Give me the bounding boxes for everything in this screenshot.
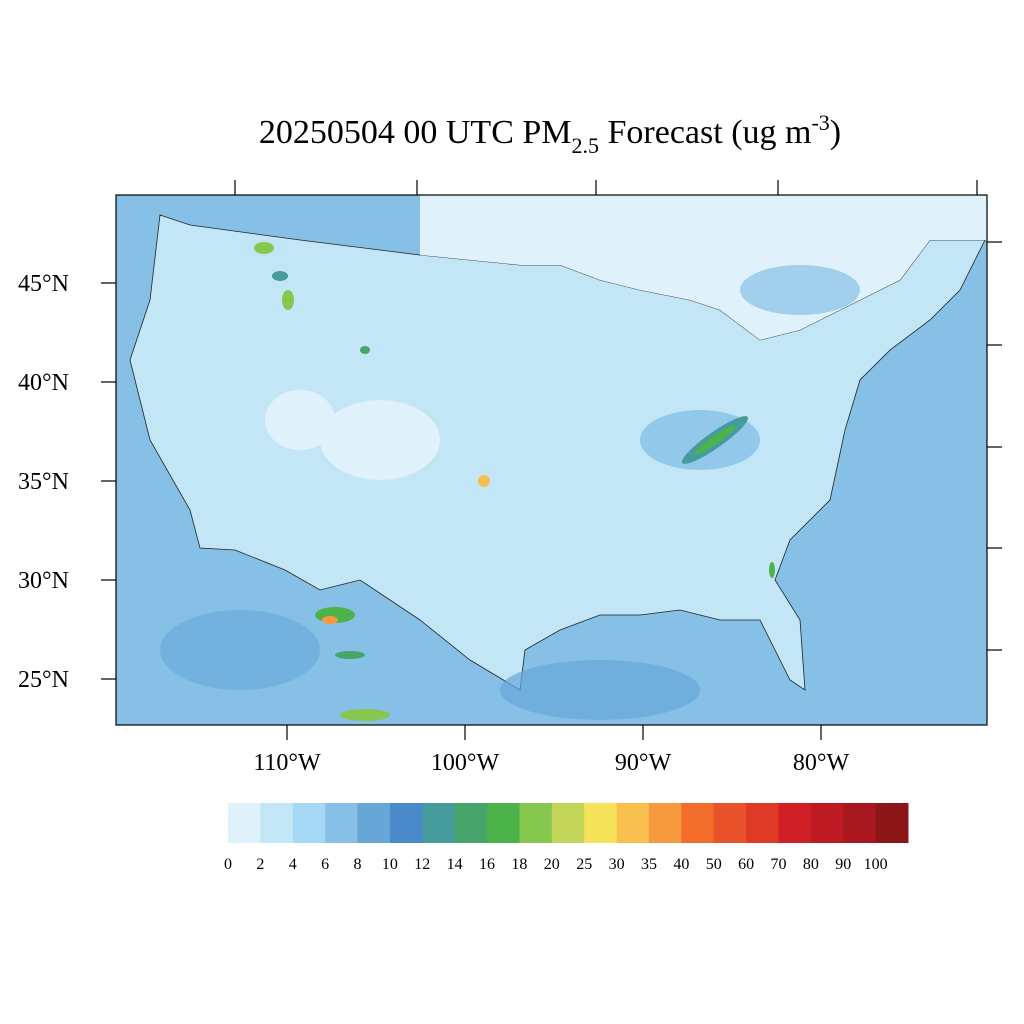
colorbar-box xyxy=(875,803,909,843)
lon-label: 110°W xyxy=(253,750,321,776)
colorbar-label: 100 xyxy=(864,856,888,873)
colorbar-label: 60 xyxy=(738,856,754,873)
lat-label: 40°N xyxy=(18,370,69,396)
colorbar-box xyxy=(487,803,520,843)
map-frame xyxy=(115,194,988,726)
title-mid: Forecast (ug m xyxy=(599,114,811,151)
colorbar-label: 30 xyxy=(609,856,625,873)
colorbar-label: 10 xyxy=(382,856,398,873)
colorbar-label: 12 xyxy=(414,856,430,873)
lat-label: 45°N xyxy=(18,271,69,297)
colorbar-box xyxy=(810,803,844,843)
colorbar-box xyxy=(843,803,877,843)
colorbar-label: 4 xyxy=(289,856,297,873)
colorbar-label: 25 xyxy=(576,856,592,873)
colorbar-box xyxy=(389,803,423,843)
colorbar-box xyxy=(746,803,779,843)
colorbar-label: 8 xyxy=(354,856,362,873)
frame-ticks xyxy=(234,180,1002,651)
colorbar-label: 70 xyxy=(770,856,786,873)
colorbar-box xyxy=(648,803,682,843)
colorbar-label: 6 xyxy=(321,856,329,873)
map-field xyxy=(116,195,987,725)
colorbar-box xyxy=(292,803,326,843)
title-sup: -3 xyxy=(811,110,829,135)
lon-label: 100°W xyxy=(431,750,500,776)
axis-labels: 45°N 40°N 35°N 30°N 25°N 110°W 100°W 90°W 80°W xyxy=(18,271,849,776)
colorbar-box xyxy=(325,803,359,843)
colorbar-box xyxy=(713,803,747,843)
colorbar-box xyxy=(422,803,456,843)
colorbar-box xyxy=(778,803,812,843)
lat-label: 25°N xyxy=(18,667,69,693)
colorbar-label: 2 xyxy=(256,856,264,873)
title-sub: 2.5 xyxy=(572,133,600,158)
colorbar-box xyxy=(454,803,488,843)
colorbar-box xyxy=(681,803,715,843)
colorbar-label: 80 xyxy=(803,856,819,873)
colorbar-box xyxy=(260,803,294,843)
lon-label: 90°W xyxy=(615,750,672,776)
colorbar-label: 14 xyxy=(447,856,463,873)
title-end: ) xyxy=(830,114,841,151)
colorbar-box xyxy=(357,803,391,843)
lon-label: 80°W xyxy=(793,750,850,776)
colorbar-box xyxy=(616,803,650,843)
title: 20250504 00 UTC PM2.5 Forecast (ug m-3) xyxy=(259,110,841,158)
colorbar-label: 35 xyxy=(641,856,657,873)
colorbar-box xyxy=(519,803,553,843)
colorbar-label: 0 xyxy=(224,856,232,873)
colorbar-box xyxy=(551,803,585,843)
colorbar-label: 20 xyxy=(544,856,560,873)
lat-label: 30°N xyxy=(18,568,69,594)
colorbar-label: 40 xyxy=(673,856,689,873)
colorbar-label: 16 xyxy=(479,856,495,873)
colorbar-box xyxy=(228,803,261,843)
lat-label: 35°N xyxy=(18,469,69,495)
colorbar-box xyxy=(584,803,618,843)
colorbar: 0 2 4 6 8 10 12 14 16 18 20 25 30 35 40 50 60 70 80 90 100 xyxy=(224,803,909,873)
colorbar-label: 18 xyxy=(511,856,527,873)
title-main: 20250504 00 UTC PM xyxy=(259,114,572,151)
colorbar-label: 50 xyxy=(706,856,722,873)
colorbar-label: 90 xyxy=(835,856,851,873)
